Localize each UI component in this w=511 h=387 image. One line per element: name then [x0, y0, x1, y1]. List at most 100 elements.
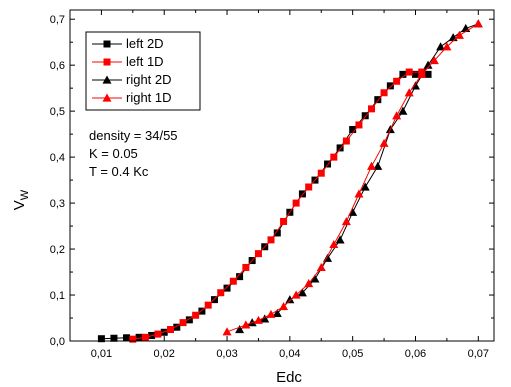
data-point-right-1d: [429, 56, 439, 65]
data-point-right-1d: [241, 320, 251, 329]
legend: left 2D left 1D right 2D right 1D: [85, 31, 201, 111]
data-point-right-1d: [222, 327, 232, 336]
data-point-right-2d: [373, 161, 383, 170]
data-point-right-1d: [291, 290, 301, 299]
data-point-left-1d: [280, 217, 288, 225]
annotation-t: T = 0.4 Kc: [89, 164, 149, 179]
data-point-left-1d: [141, 333, 149, 341]
x-tick-label: 0,07: [468, 348, 489, 360]
data-point-left-1d: [305, 183, 313, 191]
x-tick-label: 0,05: [342, 348, 363, 360]
data-point-left-1d: [204, 301, 212, 309]
data-point-right-2d: [310, 274, 320, 283]
data-point-right-2d: [297, 288, 307, 297]
data-point-right-2d: [235, 325, 245, 334]
data-point-left-1d: [154, 330, 162, 338]
data-point-left-1d: [129, 335, 137, 343]
data-point-left-2d: [236, 273, 244, 281]
legend-marker: [103, 40, 111, 48]
y-tick-label: 0,5: [50, 106, 65, 118]
annotation-density: density = 34/55: [89, 128, 178, 143]
data-point-right-2d: [285, 295, 295, 304]
data-point-left-2d: [336, 144, 344, 152]
legend-item-right-2d: right 2D: [92, 72, 172, 87]
data-point-right-1d: [266, 309, 276, 318]
data-point-right-2d: [272, 308, 282, 318]
data-point-left-1d: [342, 137, 350, 145]
data-point-right-1d: [454, 30, 464, 39]
legend-item-left-2d: left 2D: [92, 36, 164, 51]
data-point-left-2d: [298, 190, 306, 198]
data-point-left-2d: [198, 307, 206, 315]
series-left-1d: [129, 68, 426, 343]
series-right-1d: [222, 19, 483, 336]
data-point-left-2d: [374, 96, 382, 104]
data-point-right-2d: [398, 106, 408, 115]
plot-frame: [69, 9, 495, 342]
data-point-right-1d: [442, 42, 452, 51]
data-point-left-2d: [386, 82, 394, 90]
data-point-right-1d: [367, 161, 377, 170]
y-tick-label: 0,6: [50, 60, 65, 72]
data-point-right-1d: [253, 315, 263, 324]
data-point-right-1d: [279, 302, 289, 311]
data-point-right-2d: [260, 314, 270, 323]
data-point-left-2d: [110, 334, 118, 342]
data-point-left-1d: [167, 326, 175, 334]
data-point-right-1d: [473, 19, 483, 28]
legend-label: right 2D: [126, 72, 172, 87]
series-layer: [97, 19, 483, 343]
data-point-left-1d: [355, 121, 363, 129]
x-tick-label: 0,01: [91, 348, 112, 360]
y-tick-label: 0,1: [50, 290, 65, 302]
y-tick-labels: 0,0 0,1 0,2 0,3 0,4 0,5 0,6 0,7: [50, 14, 65, 348]
data-point-left-2d: [324, 160, 332, 168]
data-point-left-2d: [411, 70, 419, 78]
legend-marker: [102, 75, 112, 84]
data-point-left-1d: [317, 169, 325, 177]
data-point-left-2d: [361, 112, 369, 120]
data-point-right-1d: [316, 262, 326, 272]
legend-item-left-1d: left 1D: [92, 54, 164, 69]
y-axis-title-main: V: [11, 200, 28, 210]
annotation-k: K = 0.05: [89, 146, 138, 161]
y-axis-title-sub: W: [19, 189, 31, 200]
data-point-right-1d: [417, 69, 427, 78]
legend-label: left 2D: [126, 36, 164, 51]
data-point-left-1d: [405, 68, 413, 76]
data-point-left-1d: [254, 250, 262, 258]
data-point-left-2d: [97, 335, 105, 343]
y-tick-label: 0,7: [50, 14, 65, 26]
data-point-right-2d: [348, 207, 358, 216]
data-point-right-1d: [329, 239, 339, 249]
data-point-left-2d: [349, 126, 357, 134]
y-tick-label: 0,3: [50, 198, 65, 210]
data-point-right-2d: [423, 60, 433, 69]
data-point-right-2d: [360, 182, 370, 191]
y-tick-label: 0,0: [50, 336, 65, 348]
data-point-left-1d: [292, 199, 300, 207]
x-tick-labels: 0,01 0,02 0,03 0,04 0,05 0,06 0,07: [91, 348, 489, 360]
data-point-left-2d: [223, 284, 231, 292]
data-point-left-1d: [192, 311, 200, 319]
data-point-left-2d: [135, 333, 143, 341]
data-point-left-1d: [179, 319, 187, 327]
data-point-left-1d: [368, 105, 376, 113]
x-tick-label: 0,06: [405, 348, 426, 360]
data-point-right-2d: [436, 42, 446, 51]
legend-label: right 1D: [126, 90, 172, 105]
data-point-left-1d: [380, 89, 388, 97]
data-point-right-1d: [404, 88, 414, 97]
legend-marker: [102, 93, 112, 102]
x-tick-label: 0,02: [154, 348, 175, 360]
data-point-left-2d: [123, 334, 131, 342]
legend-marker: [103, 58, 111, 66]
legend-label: left 1D: [126, 54, 164, 69]
data-point-left-1d: [393, 77, 401, 85]
data-point-left-2d: [399, 70, 407, 78]
data-point-left-1d: [229, 277, 237, 285]
data-point-left-1d: [217, 289, 225, 297]
data-point-left-1d: [267, 236, 275, 244]
y-tick-label: 0,4: [50, 152, 65, 164]
